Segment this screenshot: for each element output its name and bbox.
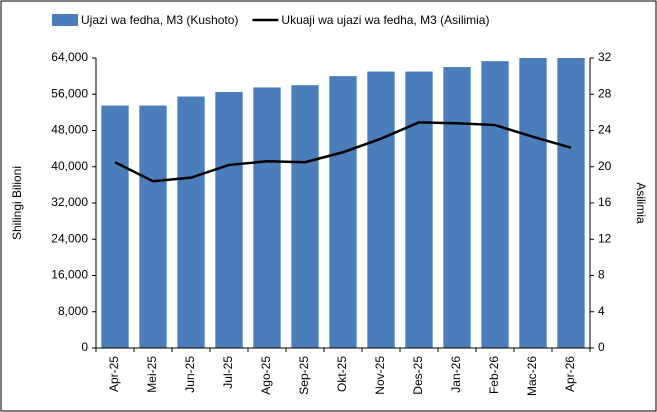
bar [177, 96, 205, 348]
y-tick-label: 24,000 [51, 231, 88, 245]
y2-tick-label: 20 [598, 159, 612, 173]
bar [519, 58, 547, 348]
y2-tick-label: 12 [598, 231, 612, 245]
x-tick-label: Des-25 [411, 356, 425, 395]
bar [481, 61, 509, 348]
y-tick-label: 64,000 [51, 50, 88, 64]
x-tick-label: Jan-26 [449, 356, 463, 393]
line [114, 121, 572, 183]
y2-tick-label: 32 [598, 50, 612, 64]
y-tick-label: 56,000 [51, 86, 88, 100]
x-tick-label: Jun-25 [183, 356, 197, 393]
legend-label: Ukuaji wa ujazi wa fedha, M3 (Asilimia) [281, 13, 489, 27]
x-tick-label: Ago-25 [259, 356, 273, 395]
bar [291, 85, 319, 348]
bar [139, 105, 167, 348]
bar [367, 71, 395, 348]
x-tick-label: Jul-25 [221, 356, 235, 389]
x-tick-label: Nov-25 [373, 356, 387, 395]
y-tick-label: 16,000 [51, 268, 88, 282]
y2-tick-label: 8 [598, 268, 605, 282]
y2-axis-label: Asilimia [634, 182, 648, 224]
bar [557, 58, 585, 348]
bar [405, 71, 433, 348]
x-tick-label: Sep-25 [297, 356, 311, 395]
bar [443, 67, 471, 348]
x-tick-label: Okt-25 [335, 356, 349, 392]
x-tick-label: Mac-26 [525, 356, 539, 396]
y-tick-label: 0 [81, 340, 88, 354]
legend-label: Ujazi wa fedha, M3 (Kushoto) [81, 13, 238, 27]
x-tick-label: Mei-25 [145, 356, 159, 393]
y2-tick-label: 24 [598, 123, 612, 137]
x-tick-label: Apr-25 [107, 356, 121, 392]
y-tick-label: 32,000 [51, 195, 88, 209]
bar [253, 87, 281, 348]
y-tick-label: 40,000 [51, 159, 88, 173]
y2-tick-label: 4 [598, 304, 605, 318]
x-tick-label: Feb-26 [487, 356, 501, 394]
y2-tick-label: 16 [598, 195, 612, 209]
y2-tick-label: 0 [598, 340, 605, 354]
y2-tick-label: 28 [598, 86, 612, 100]
y-axis-label: Shilingi Bilioni [10, 166, 24, 240]
x-tick-label: Apr-26 [563, 356, 577, 392]
bar [329, 76, 357, 348]
bar [215, 91, 243, 348]
y-tick-label: 8,000 [58, 304, 88, 318]
bar [101, 105, 129, 348]
legend-swatch [52, 14, 78, 26]
y-tick-label: 48,000 [51, 123, 88, 137]
